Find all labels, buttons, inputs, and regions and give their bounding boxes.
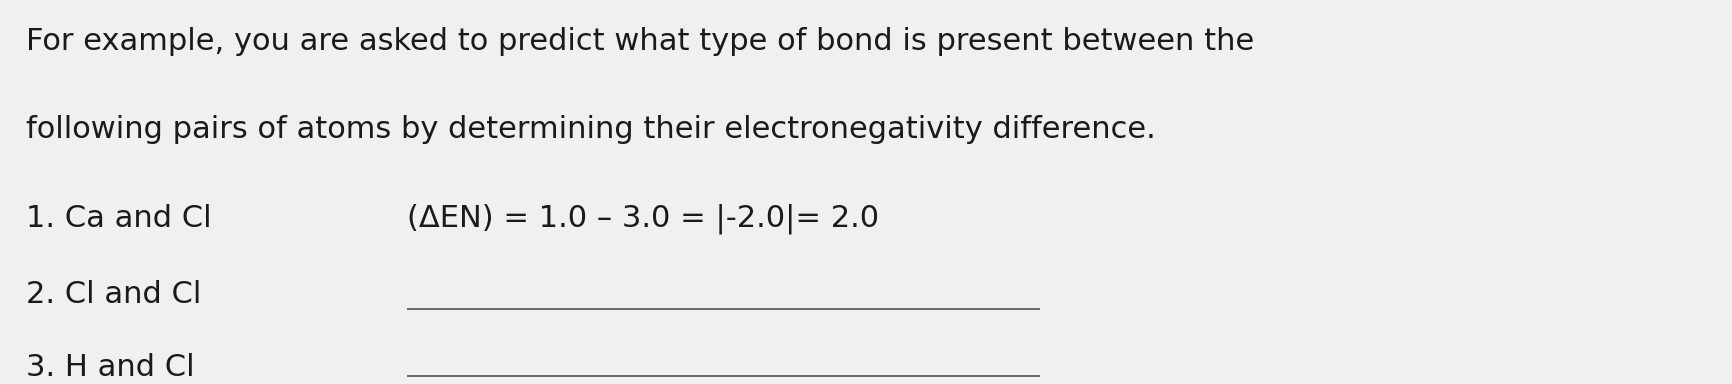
Text: following pairs of atoms by determining their electronegativity difference.: following pairs of atoms by determining … (26, 115, 1155, 144)
Text: 3. H and Cl: 3. H and Cl (26, 353, 194, 382)
Text: 2. Cl and Cl: 2. Cl and Cl (26, 280, 201, 310)
Text: (ΔEN) = 1.0 – 3.0 = |-2.0|= 2.0: (ΔEN) = 1.0 – 3.0 = |-2.0|= 2.0 (407, 204, 878, 234)
Text: 1. Ca and Cl: 1. Ca and Cl (26, 204, 211, 233)
Text: For example, you are asked to predict what type of bond is present between the: For example, you are asked to predict wh… (26, 27, 1254, 56)
